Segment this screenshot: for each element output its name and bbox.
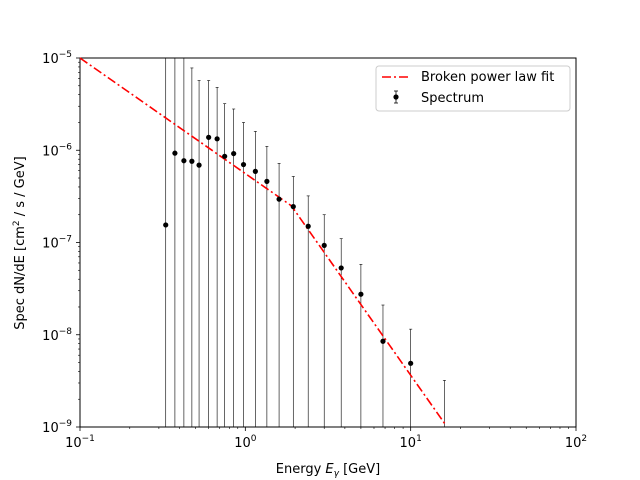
spectrum-point <box>290 203 296 210</box>
spectrum-point <box>240 161 247 168</box>
spectrum-point <box>196 162 202 168</box>
legend: Broken power law fit Spectrum <box>375 65 571 112</box>
x-tick-label: 10−1 <box>65 434 95 451</box>
spectrum-point <box>231 150 237 157</box>
spectrum-point <box>189 158 195 164</box>
plot-area: 10−1 100 101 102 10−9 10−8 10−7 10−6 10−5 <box>42 50 587 451</box>
tick-layer: 10−1 100 101 102 10−9 10−8 10−7 10−6 10−5 <box>42 50 587 451</box>
y-tick-label: 10−5 <box>42 50 72 67</box>
spectrum-point <box>252 168 258 174</box>
spectrum-point <box>181 158 187 164</box>
y-tick-label: 10−8 <box>42 327 72 344</box>
spectrum-point <box>305 223 311 229</box>
x-tick-label: 100 <box>234 434 257 451</box>
spectrum-point <box>338 265 344 271</box>
legend-spectrum-label: Spectrum <box>421 91 484 106</box>
point-layer <box>163 134 414 366</box>
spectrum-point <box>380 338 386 344</box>
y-tick-label: 10−6 <box>42 142 72 159</box>
spectrum-point <box>264 178 270 184</box>
y-axis-label: Spec dN/dE [cm2 / s / GeV] <box>12 156 28 329</box>
spectrum-point <box>206 134 212 140</box>
x-axis-label: Energy Eγ [GeV] <box>276 462 380 479</box>
legend-box <box>375 65 571 112</box>
spectrum-point <box>358 291 364 297</box>
errorbar-layer <box>165 58 446 427</box>
x-tick-label: 101 <box>400 434 422 451</box>
spectrum-point <box>276 196 282 202</box>
legend-fit-label: Broken power law fit <box>421 70 554 85</box>
spectrum-point <box>214 136 220 142</box>
legend-spectrum-marker <box>393 94 399 100</box>
y-tick-label: 10−7 <box>42 235 72 252</box>
spectrum-point <box>163 222 169 228</box>
spectrum-point <box>172 150 178 156</box>
spectrum-point <box>222 153 228 159</box>
x-tick-label: 102 <box>565 434 587 451</box>
spectrum-point <box>321 242 327 249</box>
spectrum-point <box>408 360 414 366</box>
y-tick-label: 10−9 <box>42 419 72 436</box>
